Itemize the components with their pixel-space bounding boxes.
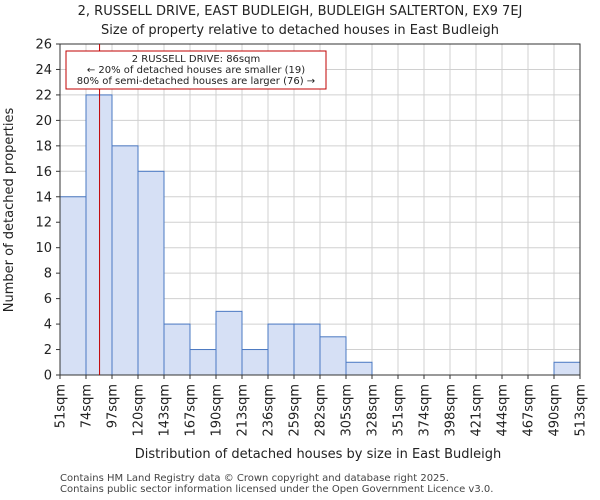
x-tick-label: 467sqm (522, 384, 537, 437)
x-axis-label: Distribution of detached houses by size … (135, 447, 502, 462)
y-tick-label: 8 (44, 267, 52, 282)
y-tick-label: 18 (35, 139, 52, 154)
bars (59, 94, 581, 376)
y-tick-label: 26 (35, 38, 52, 53)
x-axis-ticks: 51sqm 74sqm 97sqm 120sqm 143sqm 167sqm 190sqm 2… (54, 375, 589, 437)
y-tick-label: 4 (44, 318, 52, 333)
annotation-line-2: ← 20% of detached houses are smaller (19… (87, 65, 305, 76)
bar-236sqm (267, 323, 295, 376)
bar-51sqm (59, 196, 87, 376)
x-tick-label: 398sqm (444, 384, 459, 437)
x-tick-label: 305sqm (340, 384, 355, 437)
x-tick-label: 143sqm (158, 384, 173, 437)
bar-74sqm (85, 94, 113, 376)
x-tick-label: 97sqm (106, 384, 121, 428)
chart-subtitle: Size of property relative to detached ho… (101, 23, 499, 38)
x-tick-label: 74sqm (80, 384, 95, 428)
y-tick-label: 22 (35, 88, 52, 103)
y-tick-label: 24 (35, 63, 52, 78)
annotation-box: 2 RUSSELL DRIVE: 86sqm ← 20% of detached… (65, 50, 327, 90)
bar-167sqm (189, 349, 217, 376)
footer-licence: Contains public sector information licen… (60, 484, 494, 495)
y-tick-label: 12 (35, 216, 52, 231)
bar-213sqm (241, 349, 269, 376)
annotation-line-3: 80% of semi-detached houses are larger (… (77, 76, 315, 87)
y-tick-label: 0 (44, 369, 52, 384)
x-tick-label: 167sqm (184, 384, 199, 437)
y-tick-label: 2 (44, 343, 52, 358)
x-tick-label: 490sqm (548, 384, 563, 437)
y-tick-label: 10 (35, 241, 52, 256)
x-tick-label: 120sqm (132, 384, 147, 437)
bar-259sqm (293, 323, 321, 376)
x-tick-label: 213sqm (236, 384, 251, 437)
annotation-line-1: 2 RUSSELL DRIVE: 86sqm (132, 54, 260, 65)
x-tick-label: 282sqm (314, 384, 329, 437)
x-tick-label: 51sqm (54, 384, 69, 428)
bar-97sqm (111, 145, 139, 376)
x-tick-label: 190sqm (210, 384, 225, 437)
x-tick-label: 421sqm (470, 384, 485, 437)
y-tick-label: 6 (44, 292, 52, 307)
x-tick-label: 374sqm (418, 384, 433, 437)
bar-305sqm (345, 361, 373, 376)
chart-title: 2, RUSSELL DRIVE, EAST BUDLEIGH, BUDLEIG… (78, 4, 523, 19)
y-tick-label: 20 (35, 114, 52, 129)
y-tick-label: 14 (35, 190, 52, 205)
y-axis-label: Number of detached properties (2, 108, 17, 313)
x-tick-label: 236sqm (262, 384, 277, 437)
bar-190sqm (215, 310, 243, 376)
bar-120sqm (137, 170, 165, 376)
footer-copyright: Contains HM Land Registry data © Crown c… (60, 473, 449, 484)
bar-143sqm (163, 323, 191, 376)
x-tick-label: 444sqm (496, 384, 511, 437)
annotation-border (65, 50, 327, 90)
y-tick-label: 16 (35, 165, 52, 180)
x-tick-label: 328sqm (366, 384, 381, 437)
x-tick-label: 513sqm (574, 384, 589, 437)
x-tick-label: 259sqm (288, 384, 303, 437)
x-tick-label: 351sqm (392, 384, 407, 437)
bar-282sqm (319, 336, 347, 376)
bar-490sqm (553, 361, 581, 376)
